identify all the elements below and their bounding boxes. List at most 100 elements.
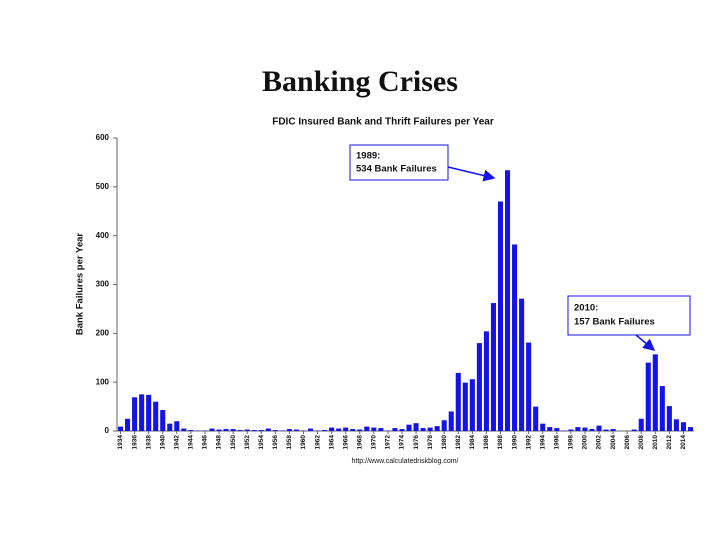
y-tick-label: 500 (96, 182, 110, 191)
source: http://www.calculatedriskblog.com/ (352, 458, 459, 465)
x-tick-label: 1976 (413, 435, 420, 450)
bar (582, 427, 588, 431)
x-tick-label: 1950 (230, 435, 237, 450)
bar (293, 429, 299, 431)
x-tick-label: 1952 (244, 435, 251, 450)
bar (343, 427, 349, 431)
x-tick-label: 2008 (638, 435, 645, 450)
annotation-box (349, 144, 449, 181)
x-tick-label: 2012 (666, 435, 673, 450)
bar (666, 406, 672, 431)
bar (216, 429, 222, 431)
x-tick-label: 1960 (300, 435, 307, 450)
bar (427, 427, 433, 431)
bar (244, 429, 250, 431)
x-tick-label: 1946 (202, 435, 209, 450)
bar (329, 427, 335, 431)
bar (286, 429, 292, 431)
x-tick-label: 1938 (145, 435, 152, 450)
bar (406, 424, 412, 431)
bar (357, 429, 363, 431)
annotation-text: 534 Bank Failures (356, 164, 437, 175)
bar (420, 428, 426, 431)
bar (251, 430, 257, 431)
annotation-arrow (635, 334, 656, 351)
chart-title: FDIC Insured Bank and Thrift Failures pe… (272, 117, 494, 128)
bar (399, 429, 405, 431)
x-tick-label: 2000 (582, 435, 589, 450)
x-tick-label: 1988 (497, 435, 504, 450)
annotation-text: 1989: (356, 151, 380, 162)
bar (575, 427, 581, 431)
bar (272, 430, 278, 431)
bar (139, 394, 145, 431)
x-tick-label: 1994 (539, 435, 546, 450)
annotation-arrow (447, 166, 496, 182)
x-tick-label: 1942 (174, 435, 181, 450)
bar (533, 406, 539, 431)
bar (687, 427, 694, 431)
bar (223, 429, 229, 431)
x-tick-label: 1948 (216, 435, 223, 450)
x-tick-label: 2014 (680, 435, 687, 450)
y-tick-label: 600 (96, 133, 110, 142)
x-tick-label: 2006 (624, 435, 631, 450)
y-tick-label: 100 (96, 377, 110, 386)
bar (554, 428, 560, 431)
x-tick-label: 2010 (652, 435, 659, 450)
bar (547, 427, 553, 431)
y-axis-label: Bank Failures per Year (75, 233, 86, 336)
slide-title: Banking Crises (262, 65, 458, 98)
bar (652, 354, 658, 431)
bar (603, 429, 609, 431)
bar (336, 428, 342, 431)
bar (673, 419, 679, 431)
bar (540, 423, 546, 431)
bar (434, 426, 440, 431)
bar (568, 429, 574, 431)
x-tick-label: 1978 (427, 435, 434, 450)
annotation-2010: 2010: 157 Bank Failures (567, 295, 691, 351)
x-tick-label: 1998 (568, 435, 575, 450)
bar (680, 422, 686, 431)
y-tick-label: 300 (96, 280, 110, 289)
bar (476, 343, 482, 431)
bar (258, 430, 264, 431)
bar (589, 429, 595, 431)
bar (504, 170, 511, 432)
bar (490, 303, 496, 431)
bar (448, 411, 454, 431)
x-tick-label: 1962 (314, 435, 321, 450)
annotation-1989: 1989: 534 Bank Failures (349, 144, 496, 182)
bar (596, 425, 602, 431)
bar (350, 429, 356, 431)
x-tick-label: 1986 (483, 435, 490, 450)
x-tick-label: 1936 (131, 435, 138, 450)
x-tick-label: 1954 (258, 435, 265, 450)
bar (526, 342, 532, 431)
x-tick-label: 1970 (371, 435, 378, 450)
bar (483, 331, 489, 431)
x-tick-label: 1958 (286, 435, 293, 450)
x-tick-label: 1974 (399, 435, 406, 450)
bar (413, 423, 419, 431)
bar (181, 428, 187, 431)
bar (378, 428, 384, 431)
bar (153, 401, 159, 431)
bar (146, 394, 152, 431)
bar (462, 382, 468, 431)
bar (307, 428, 314, 431)
x-tick-label: 1996 (554, 435, 561, 450)
x-tick-label: 1964 (328, 435, 335, 450)
x-tick-label: 1934 (117, 435, 124, 450)
x-tick-label: 1956 (272, 435, 279, 450)
bar (167, 423, 173, 431)
bar (497, 201, 504, 431)
bar (610, 429, 616, 431)
x-tick-label: 1968 (356, 435, 363, 450)
bar (265, 428, 271, 431)
bar (322, 430, 328, 431)
y-tick-label: 200 (96, 328, 110, 337)
x-tick-label: 1966 (342, 435, 349, 450)
x-tick-label: 1940 (159, 435, 166, 450)
